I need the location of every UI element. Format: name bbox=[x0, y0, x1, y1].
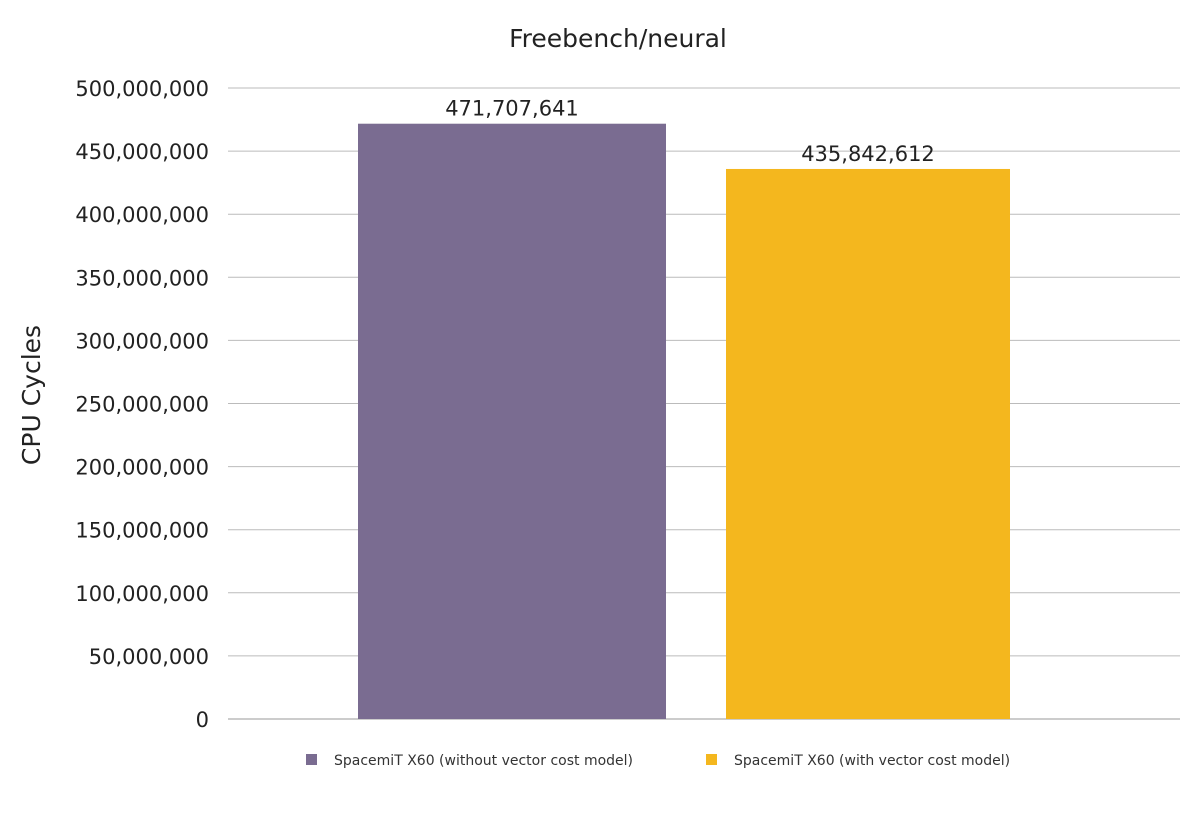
y-tick-label: 150,000,000 bbox=[75, 519, 209, 543]
y-tick-label: 400,000,000 bbox=[75, 203, 209, 227]
legend-swatch bbox=[306, 754, 317, 765]
legend-label: SpacemiT X60 (without vector cost model) bbox=[334, 753, 633, 769]
bar bbox=[726, 168, 1010, 720]
y-tick-label: 100,000,000 bbox=[75, 582, 209, 606]
data-label: 471,707,641 bbox=[445, 97, 579, 121]
y-tick-label: 250,000,000 bbox=[75, 393, 209, 417]
y-tick-labels: 0 50,000,000 100,000,000 150,000,000 200,000… bbox=[75, 77, 209, 732]
y-tick-label: 350,000,000 bbox=[75, 266, 209, 290]
legend-label: SpacemiT X60 (with vector cost model) bbox=[734, 753, 1010, 769]
legend-swatch bbox=[706, 754, 717, 765]
data-label: 435,842,612 bbox=[801, 142, 935, 166]
legend: SpacemiT X60 (without vector cost model)… bbox=[306, 753, 1010, 769]
y-tick-label: 500,000,000 bbox=[75, 77, 209, 101]
y-tick-label: 50,000,000 bbox=[89, 645, 209, 669]
y-axis-label: CPU Cycles bbox=[17, 325, 46, 465]
bars: 471,707,641 435,842,612 bbox=[358, 97, 1010, 720]
y-tick-label: 450,000,000 bbox=[75, 140, 209, 164]
bar bbox=[358, 123, 666, 719]
y-tick-label: 300,000,000 bbox=[75, 329, 209, 353]
y-tick-label: 0 bbox=[196, 708, 209, 732]
chart-title: Freebench/neural bbox=[509, 24, 727, 53]
y-tick-label: 200,000,000 bbox=[75, 456, 209, 480]
